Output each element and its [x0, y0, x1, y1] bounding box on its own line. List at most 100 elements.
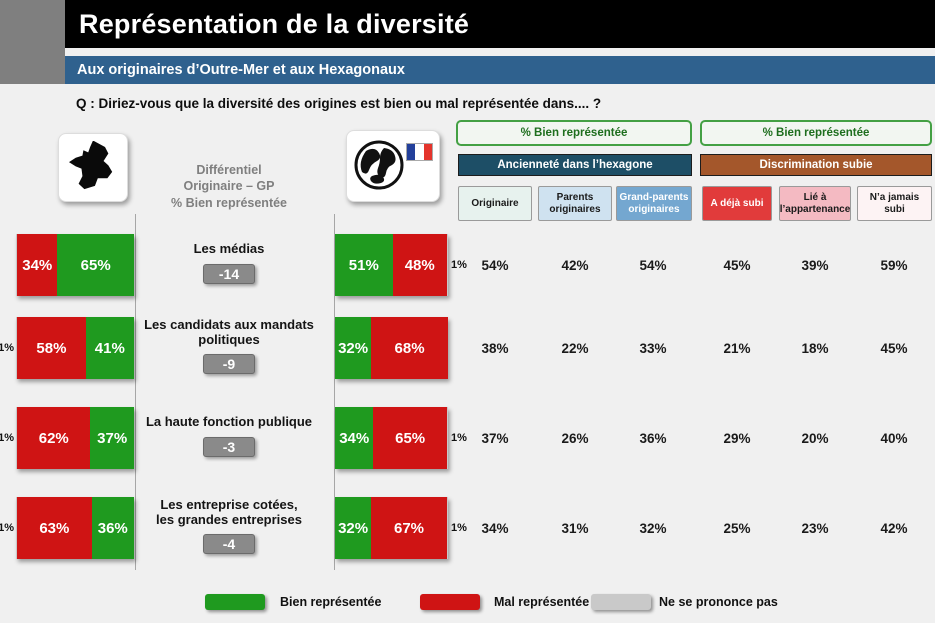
row-label: Les candidats aux mandats politiques	[144, 316, 314, 347]
legend-label-bien: Bien représentée	[280, 595, 382, 609]
chart-row-haute-fonction-publique: 1% 62% 37% La haute fonction publique -3…	[0, 407, 935, 469]
nsp-label-right: 1%	[451, 259, 467, 271]
left-stacked-bar: 62% 37%	[16, 407, 134, 469]
right-stacked-bar: 51% 48%	[335, 234, 448, 296]
mal-segment: 65%	[373, 407, 447, 469]
category-header-anciennete: Ancienneté dans l’hexagone	[458, 154, 692, 176]
legend-swatch-bien	[205, 594, 265, 610]
table-value: 26%	[561, 430, 589, 446]
chart-row-les-medias: 34% 65% Les médias -14 51% 48% 1% 54% 42…	[0, 234, 935, 296]
table-value: 37%	[481, 430, 509, 446]
page-subtitle-text: Aux originaires d’Outre-Mer et aux Hexag…	[77, 62, 405, 78]
nsp-label-left: 1%	[0, 342, 14, 354]
chart-row-candidats-mandats: 1% 58% 41% Les candidats aux mandats pol…	[0, 317, 935, 379]
left-stacked-bar: 63% 36%	[16, 497, 134, 559]
table-value: 42%	[561, 257, 589, 273]
group-header-bien-representee-2: % Bien représentée	[700, 120, 932, 146]
world-globe-icon	[346, 130, 440, 202]
bien-segment: 36%	[91, 497, 134, 559]
table-value: 21%	[723, 340, 751, 356]
table-value: 20%	[801, 430, 829, 446]
page-title-text: Représentation de la diversité	[79, 8, 470, 39]
french-flag-icon	[406, 143, 433, 161]
right-stacked-bar: 32% 68%	[335, 317, 448, 379]
table-value: 54%	[639, 257, 667, 273]
table-value: 22%	[561, 340, 589, 356]
row-label: Les entreprise cotées, les grandes entre…	[156, 496, 302, 527]
table-value: 23%	[801, 520, 829, 536]
row-center: Les entreprise cotées, les grandes entre…	[140, 490, 318, 562]
table-value: 31%	[561, 520, 589, 536]
right-chart-axis	[334, 214, 335, 570]
france-map-icon	[58, 133, 128, 202]
survey-question: Q : Diriez-vous que la diversité des ori…	[76, 96, 602, 111]
legend-label-nsp: Ne se prononce pas	[659, 595, 778, 609]
left-chart-axis	[135, 214, 136, 570]
table-value: 39%	[801, 257, 829, 273]
column-header-originaire: Originaire	[458, 186, 532, 221]
differential-badge: -3	[203, 436, 255, 457]
mal-segment: 68%	[371, 317, 448, 379]
bien-segment: 34%	[335, 407, 374, 469]
column-header-grand-parents-originaires: Grand-parents originaires	[616, 186, 692, 221]
left-stacked-bar: 34% 65%	[16, 234, 134, 296]
chart-row-grandes-entreprises: 1% 63% 36% Les entreprise cotées, les gr…	[0, 497, 935, 559]
page-title: Représentation de la diversité	[65, 0, 935, 48]
right-stacked-bar: 34% 65%	[335, 407, 448, 469]
corner-decoration	[0, 0, 65, 84]
legend-swatch-mal	[420, 594, 480, 610]
nsp-label-left: 1%	[0, 432, 14, 444]
nsp-label-right: 1%	[451, 522, 467, 534]
mal-segment: 62%	[17, 407, 91, 469]
table-value: 45%	[723, 257, 751, 273]
right-stacked-bar: 32% 67%	[335, 497, 448, 559]
mal-segment: 63%	[17, 497, 92, 559]
column-header-lie-appartenance: Lié à l’appartenance	[779, 186, 851, 221]
table-value: 25%	[723, 520, 751, 536]
table-value: 29%	[723, 430, 751, 446]
table-value: 33%	[639, 340, 667, 356]
row-center: Les candidats aux mandats politiques -9	[140, 310, 318, 382]
flag-red-stripe	[423, 144, 432, 160]
legend-swatch-nsp	[591, 594, 651, 610]
left-stacked-bar: 58% 41%	[16, 317, 134, 379]
mal-segment: 58%	[17, 317, 86, 379]
table-value: 34%	[481, 520, 509, 536]
table-value: 18%	[801, 340, 829, 356]
differential-badge: -4	[203, 534, 255, 555]
bien-segment: 41%	[85, 317, 134, 379]
flag-white-stripe	[415, 144, 424, 160]
bien-segment: 65%	[57, 234, 134, 296]
bien-segment: 37%	[90, 407, 134, 469]
row-label: La haute fonction publique	[145, 414, 313, 430]
nsp-label-left: 1%	[0, 522, 14, 534]
category-header-discrimination: Discrimination subie	[700, 154, 932, 176]
mal-segment: 34%	[17, 234, 58, 296]
flag-blue-stripe	[407, 144, 416, 160]
table-value: 38%	[481, 340, 509, 356]
differential-badge: -9	[203, 354, 255, 375]
bien-segment: 32%	[335, 317, 372, 379]
differential-column-header: Différentiel Originaire – GP % Bien repr…	[170, 163, 288, 210]
france-silhouette-icon	[69, 140, 113, 190]
mal-segment: 48%	[392, 234, 447, 296]
row-label: Les médias	[193, 241, 265, 257]
table-value: 36%	[639, 430, 667, 446]
column-header-a-deja-subi: A déjà subi	[702, 186, 772, 221]
mal-segment: 67%	[371, 497, 447, 559]
group-header-bien-representee-1: % Bien représentée	[456, 120, 692, 146]
nsp-label-right: 1%	[451, 432, 467, 444]
differential-badge: -14	[203, 263, 255, 284]
page-subtitle: Aux originaires d’Outre-Mer et aux Hexag…	[65, 56, 935, 84]
globe-icon	[354, 140, 404, 190]
table-value: 54%	[481, 257, 509, 273]
table-value: 45%	[880, 340, 908, 356]
bien-segment: 51%	[335, 234, 393, 296]
column-header-parents-originaires: Parents originaires	[538, 186, 612, 221]
table-value: 32%	[639, 520, 667, 536]
legend-label-mal: Mal représentée	[494, 595, 590, 609]
table-value: 40%	[880, 430, 908, 446]
table-value: 42%	[880, 520, 908, 536]
row-center: La haute fonction publique -3	[140, 400, 318, 472]
